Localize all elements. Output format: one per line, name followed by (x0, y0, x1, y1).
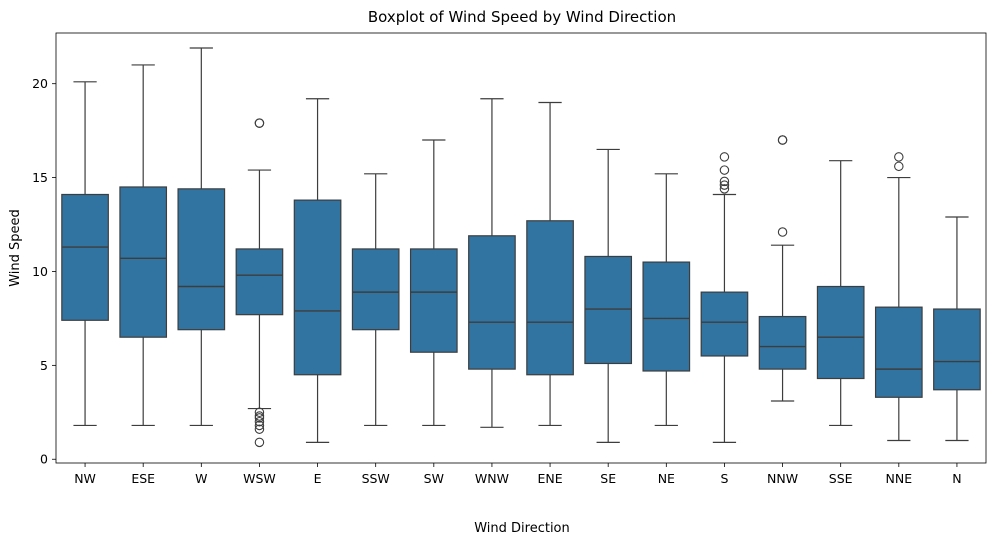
box-group-s (700, 152, 749, 443)
y-axis-label: Wind Speed (8, 209, 23, 287)
outlier-point (894, 152, 904, 162)
outlier-point (777, 227, 788, 237)
box-iqr (61, 193, 109, 321)
box-iqr (468, 235, 516, 370)
x-tick-label-wnw: WNW (475, 471, 509, 486)
box-group-wnw (468, 98, 516, 428)
box-iqr (874, 306, 923, 398)
box-iqr (526, 220, 574, 376)
box-iqr (933, 308, 981, 391)
y-tick-label: 20 (32, 76, 48, 91)
plot-frame (55, 32, 987, 464)
box-group-se (584, 148, 633, 443)
box-group-wsw (235, 118, 284, 448)
chart-title: Boxplot of Wind Speed by Wind Direction (368, 8, 676, 26)
x-tick-label-nnw: NNW (767, 471, 798, 486)
box-group-e (293, 98, 342, 443)
box-iqr (293, 199, 342, 376)
outlier-point (254, 118, 265, 128)
x-tick-label-wsw: WSW (243, 471, 276, 486)
x-tick-label-ese: ESE (131, 471, 155, 486)
box-group-sw (409, 139, 458, 427)
box-iqr (119, 186, 168, 338)
box-iqr (351, 248, 400, 331)
x-tick-label-ene: ENE (537, 471, 562, 486)
outlier-point (254, 413, 265, 423)
box-iqr (584, 255, 633, 365)
outlier-point (719, 180, 730, 190)
box-iqr (700, 291, 749, 357)
x-tick-label-w: W (195, 471, 207, 486)
x-axis-label: Wind Direction (474, 521, 570, 536)
y-tick-label: 5 (40, 358, 48, 373)
outlier-point (719, 165, 730, 175)
outlier-point (894, 161, 904, 172)
x-tick-label-se: SE (600, 471, 616, 486)
x-tick-label-e: E (314, 471, 322, 486)
box-group-ssw (351, 173, 400, 427)
x-tick-label-sse: SSE (829, 471, 853, 486)
box-group-n (933, 216, 981, 442)
x-tick-label-nne: NNE (886, 471, 913, 486)
x-tick-label-ssw: SSW (362, 471, 390, 486)
x-tick-label-sw: SW (424, 471, 444, 486)
box-group-nnw (758, 135, 807, 402)
box-group-ne (642, 173, 691, 427)
y-tick-label: 0 (40, 452, 48, 467)
outlier-point (254, 420, 265, 431)
box-group-ese (119, 64, 168, 427)
box-group-w (177, 47, 226, 427)
box-iqr (409, 248, 458, 353)
outlier-point (254, 407, 265, 418)
x-tick-label-ne: NE (658, 471, 675, 486)
box-group-sse (816, 160, 865, 427)
x-tick-label-s: S (720, 471, 728, 486)
box-group-ene (526, 101, 574, 427)
outlier-point (719, 184, 730, 194)
box-iqr (758, 315, 807, 370)
box-iqr (642, 261, 691, 372)
x-tick-label-nw: NW (74, 471, 96, 486)
plot-area (61, 47, 981, 448)
outlier-point (254, 437, 265, 448)
box-iqr (177, 188, 226, 331)
y-tick-label: 10 (32, 264, 48, 279)
outlier-point (777, 135, 788, 145)
box-iqr (816, 285, 865, 380)
outlier-point (719, 176, 730, 187)
box-group-nne (874, 152, 923, 442)
outlier-point (254, 424, 265, 434)
axes: NW ESE W WSW E SSW SW WNW ENE SE NE S NNW SSE NNE N 0 5 10… (32, 76, 962, 486)
x-tick-label-n: N (952, 471, 961, 486)
box-group-nw (61, 81, 109, 427)
outlier-point (254, 416, 265, 427)
box-iqr (235, 248, 284, 316)
outlier-point (719, 152, 730, 162)
y-tick-label: 15 (32, 170, 48, 185)
